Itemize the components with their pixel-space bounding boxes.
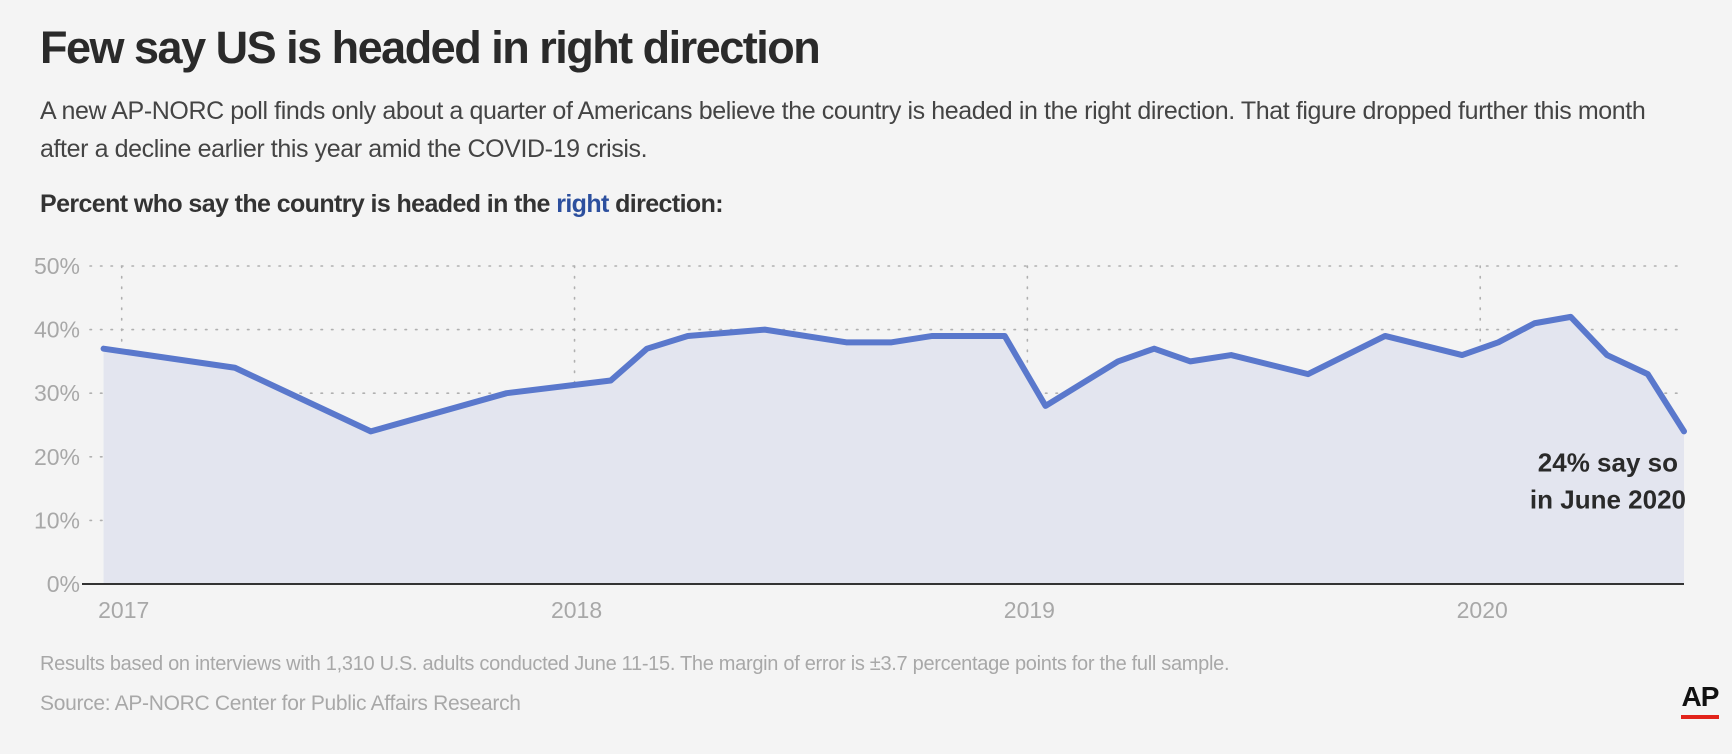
y-tick-label: 50% <box>34 253 80 279</box>
data-point <box>1604 352 1610 358</box>
chart-label-highlight: right <box>556 190 609 218</box>
data-point <box>1305 371 1311 377</box>
data-point <box>889 339 895 345</box>
x-tick-label: 2017 <box>98 597 149 623</box>
data-point <box>1681 428 1687 434</box>
data-point <box>762 327 768 333</box>
chart-title: Few say US is headed in right direction <box>40 22 821 73</box>
annotation-line-1: 24% say so <box>1538 447 1678 477</box>
data-point <box>1382 333 1388 339</box>
data-point <box>1228 352 1234 358</box>
x-tick-label: 2019 <box>1004 597 1055 623</box>
data-point <box>685 333 691 339</box>
data-point <box>1532 320 1538 326</box>
x-tick-label: 2018 <box>551 597 602 623</box>
chart-label: Percent who say the country is headed in… <box>40 190 724 219</box>
data-point <box>101 346 107 352</box>
data-point <box>504 390 510 396</box>
ap-logo-text: AP <box>1681 681 1720 712</box>
y-tick-label: 30% <box>34 380 80 406</box>
data-point <box>1002 333 1008 339</box>
data-point <box>1187 358 1193 364</box>
ap-logo: AP <box>1681 682 1719 719</box>
y-tick-label: 10% <box>34 507 80 533</box>
line-chart: 0% 10% 20% 30% 40% 50% 2017 2018 2019 2020 24% say… <box>34 253 1687 623</box>
y-tick-label: 20% <box>34 444 80 470</box>
data-point <box>1115 358 1121 364</box>
data-point <box>1151 346 1157 352</box>
footnote: Results based on interviews with 1,310 U… <box>40 653 1230 675</box>
data-point <box>368 428 374 434</box>
chart-label-before: Percent who say the country is headed in… <box>40 190 557 218</box>
data-point <box>843 339 849 345</box>
source-note: Source: AP-NORC Center for Public Affair… <box>40 692 521 715</box>
x-tick-label: 2020 <box>1457 597 1508 623</box>
series-line <box>100 313 1687 435</box>
data-point <box>608 377 614 383</box>
y-tick-label: 0% <box>47 571 80 597</box>
data-point <box>232 365 238 371</box>
series-area <box>103 316 1685 584</box>
data-point <box>929 333 935 339</box>
data-point <box>1495 339 1501 345</box>
chart-subtitle: A new AP-NORC poll finds only about a qu… <box>40 97 1646 163</box>
y-tick-label: 40% <box>34 317 80 343</box>
data-point <box>1459 352 1465 358</box>
chart-label-after: direction: <box>608 190 724 218</box>
annotation-line-2: in June 2020 <box>1530 484 1686 514</box>
ap-logo-bar <box>1681 715 1719 719</box>
data-point <box>1568 314 1574 320</box>
data-point <box>1042 403 1048 409</box>
data-point <box>1645 371 1651 377</box>
data-point <box>644 346 650 352</box>
